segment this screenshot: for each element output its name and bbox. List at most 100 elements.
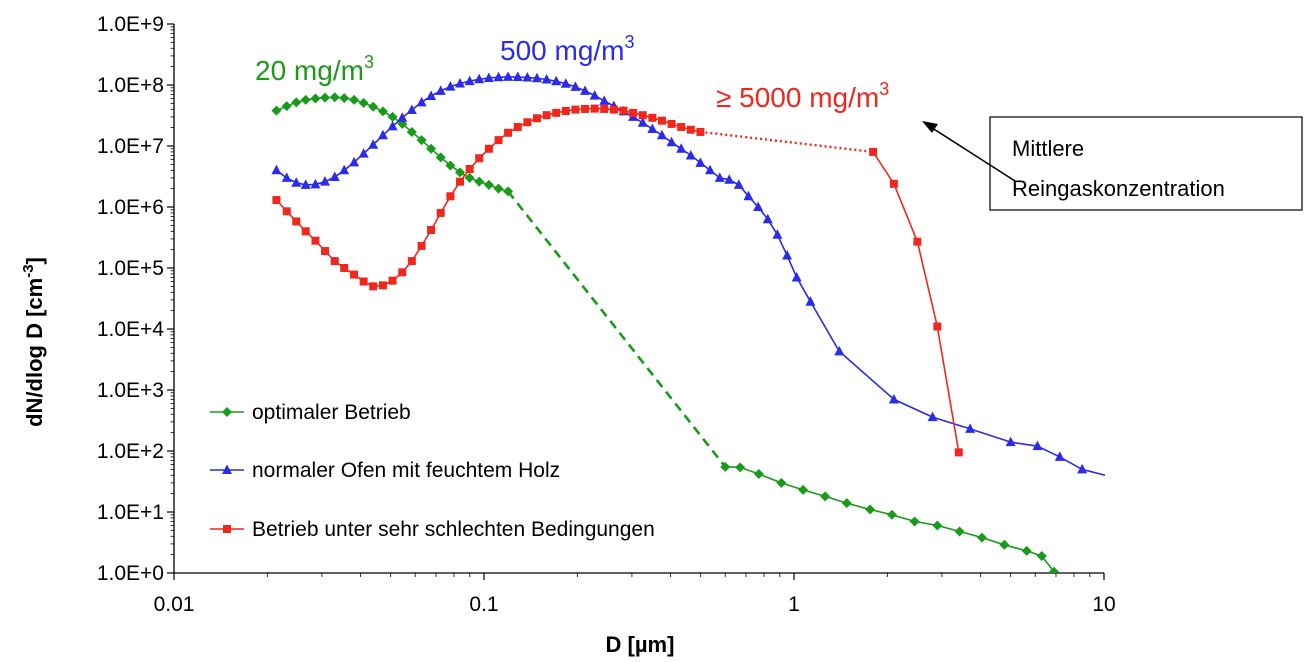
series-2-point-0-8	[350, 270, 359, 279]
series-2-point-0-26	[523, 118, 532, 127]
series-2-point-0-43	[686, 125, 695, 134]
series-0-point-2-2	[753, 468, 764, 479]
y-tick-label-6: 1.0E+6	[97, 196, 164, 219]
svg-text:20 mg/m3: 20 mg/m3	[255, 52, 374, 86]
series-2-line-2	[872, 151, 960, 453]
series-2-point-0-20	[465, 164, 474, 173]
series-0-point-2-11	[954, 526, 965, 537]
series-1-point-0-57	[888, 393, 899, 404]
annotation-5000-mg-sup: 3	[879, 79, 889, 99]
callout-line1: Mittlere	[1012, 136, 1084, 161]
series-2-point-0-29	[552, 108, 561, 117]
series-1-point-0-49	[743, 190, 754, 201]
series-2-point-0-3	[301, 227, 310, 236]
series-0-point-2-9	[909, 516, 920, 527]
series-2-point-0-15	[417, 241, 426, 250]
series-1-point-0-1	[281, 172, 292, 182]
callout-line2: Reingaskonzentration	[1012, 176, 1225, 201]
series-2-point-0-39	[648, 113, 657, 122]
series-0-point-2-3	[776, 477, 787, 488]
series-1-point-0-48	[733, 179, 744, 189]
series-1-point-0-42	[676, 143, 687, 153]
legend-label-2: Betrieb unter sehr schlechten Bedingunge…	[252, 518, 655, 541]
series-2-point-0-1	[282, 207, 291, 216]
series-1-point-0-3	[300, 179, 311, 189]
series-0-point-0-0	[271, 105, 282, 116]
callout-arrow	[925, 123, 1016, 182]
annotation-500-mg-text: 500 mg/m	[500, 35, 625, 66]
legend-label-1: normaler Ofen mit feuchtem Holz	[252, 459, 560, 482]
series-1-point-0-40	[656, 129, 667, 140]
series-1-point-0-16	[426, 90, 437, 101]
series-1	[271, 71, 1105, 477]
series-1-point-0-2	[291, 177, 302, 187]
series-0-point-0-18	[445, 160, 456, 171]
series-2-point-0-0	[272, 196, 281, 205]
series-1-point-0-25	[512, 71, 523, 82]
series-0-point-2-10	[932, 520, 943, 531]
series-1-point-0-44	[695, 157, 706, 167]
series-1-point-0-12	[387, 120, 398, 131]
callout-box	[989, 116, 1303, 211]
series-2-point-0-32	[581, 104, 590, 113]
series-1-point-0-63	[1077, 463, 1088, 474]
series-2-point-2-3	[933, 322, 942, 331]
series-0-line-2	[725, 466, 1058, 573]
series-1-point-0-21	[474, 73, 485, 84]
series-1-point-0-41	[666, 136, 677, 147]
annotation-20-mg-text: 20 mg/m	[255, 55, 364, 86]
series-2-point-0-16	[427, 225, 436, 234]
axes: 1.0E+0 1.0E+1 1.0E+2 1.0E+3 1.0E+4 1.0E+5 1.0E…	[97, 13, 1116, 616]
series-2-point-2-4	[954, 448, 963, 457]
series-1-point-0-19	[455, 77, 466, 88]
series-2-point-0-37	[629, 108, 638, 117]
series-2-point-0-11	[378, 281, 387, 290]
annotation-5000-mg-text: ≥ 5000 mg/m	[716, 82, 879, 113]
series-1-point-0-13	[397, 112, 408, 122]
series-2-point-0-18	[446, 192, 455, 201]
series-0-point-0-16	[426, 143, 437, 154]
series-0-point-0-22	[483, 179, 494, 190]
series-0-point-0-5	[320, 92, 331, 103]
series-1-point-0-62	[1054, 451, 1065, 461]
series-2-point-0-5	[321, 246, 330, 255]
series-1-point-0-34	[599, 95, 610, 105]
series-0-point-2-4	[798, 484, 809, 495]
series-2-point-0-27	[532, 114, 541, 123]
series-0-point-2-13	[999, 539, 1010, 550]
series-2-point-0-2	[292, 217, 301, 226]
callout-arrowhead	[922, 121, 938, 133]
series-0-point-0-9	[358, 97, 369, 108]
legend-marker-0	[222, 407, 232, 417]
y-axis-title-end: ]	[22, 257, 47, 264]
series-2-point-0-33	[590, 104, 599, 113]
series-0-point-2-14	[1021, 545, 1032, 556]
series-1-point-0-26	[522, 71, 533, 82]
series-1-point-0-9	[358, 148, 369, 158]
series-0-point-0-11	[377, 106, 388, 117]
series-1-point-0-32	[580, 85, 591, 95]
series-1-point-0-43	[685, 149, 696, 160]
legend-marker-2	[223, 525, 231, 533]
series-1-point-0-28	[541, 74, 552, 84]
series-1-point-0-8	[349, 156, 360, 167]
series-0-point-0-17	[435, 152, 446, 163]
series-2-point-0-35	[609, 105, 618, 114]
series-0-point-0-10	[368, 101, 379, 112]
series-2-point-0-40	[657, 116, 666, 125]
series-2-point-0-42	[677, 122, 686, 131]
series-1-point-0-14	[406, 104, 417, 114]
callout: Mittlere Reingaskonzentration	[922, 116, 1303, 211]
series-0-point-2-0	[720, 461, 731, 472]
series-2-point-0-30	[561, 106, 570, 115]
series-1-point-0-55	[805, 296, 816, 306]
series-0	[271, 92, 1060, 573]
series-2-point-0-9	[359, 277, 368, 286]
series-0-point-0-6	[329, 92, 340, 103]
series-0-point-0-23	[493, 183, 504, 194]
series-0-point-0-21	[474, 176, 485, 187]
series-2-point-2-0	[869, 147, 878, 156]
x-tick-label-0: 0.01	[154, 593, 195, 616]
series-1-point-0-38	[637, 117, 648, 127]
